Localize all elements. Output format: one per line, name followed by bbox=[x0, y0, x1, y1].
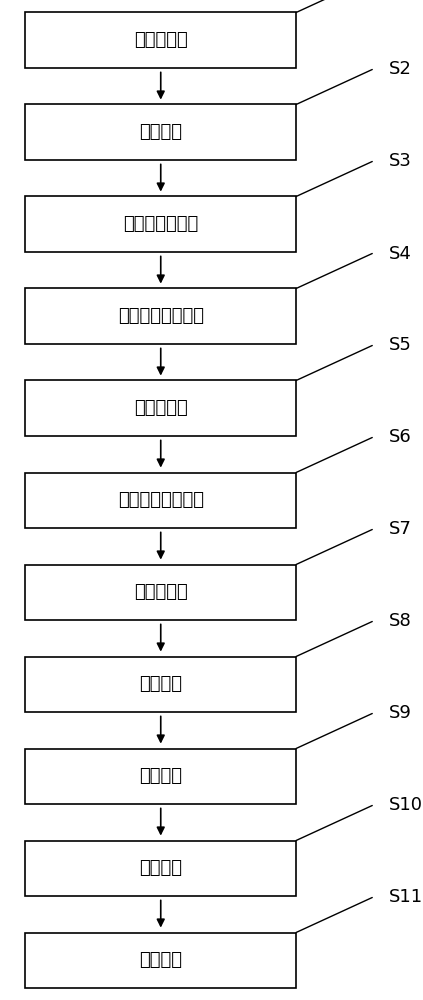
Bar bbox=[25, 473, 296, 528]
Bar bbox=[25, 656, 296, 711]
Text: S5: S5 bbox=[389, 336, 412, 355]
Bar bbox=[25, 380, 296, 436]
Text: S3: S3 bbox=[389, 152, 412, 170]
Text: 第一次振捣: 第一次振捣 bbox=[134, 399, 188, 417]
Text: 刮平处理: 刮平处理 bbox=[139, 675, 182, 693]
Text: S10: S10 bbox=[389, 796, 423, 814]
Text: 配置混凝土: 配置混凝土 bbox=[134, 31, 188, 49]
Text: 模板安装: 模板安装 bbox=[139, 123, 182, 141]
Text: 第二次摊铺混凝土: 第二次摊铺混凝土 bbox=[118, 491, 204, 509]
Text: 养护处理: 养护处理 bbox=[139, 951, 182, 969]
Text: S7: S7 bbox=[389, 520, 412, 538]
Text: 第二次振捣: 第二次振捣 bbox=[134, 583, 188, 601]
Text: 磨光处理: 磨光处理 bbox=[139, 767, 182, 785]
Text: S9: S9 bbox=[389, 704, 412, 722]
Bar bbox=[25, 288, 296, 344]
Text: S4: S4 bbox=[389, 245, 412, 263]
Bar bbox=[25, 840, 296, 896]
Text: S8: S8 bbox=[389, 612, 412, 630]
Bar bbox=[25, 104, 296, 159]
Text: S2: S2 bbox=[389, 60, 412, 79]
Text: S11: S11 bbox=[389, 888, 423, 906]
Bar bbox=[25, 748, 296, 804]
Bar bbox=[25, 12, 296, 68]
Bar bbox=[25, 196, 296, 251]
Text: 收面压光: 收面压光 bbox=[139, 859, 182, 877]
Text: 混凝土仓面湿润: 混凝土仓面湿润 bbox=[123, 215, 198, 233]
Bar bbox=[25, 564, 296, 619]
Text: 第一次摊铺混凝土: 第一次摊铺混凝土 bbox=[118, 307, 204, 325]
Bar bbox=[25, 932, 296, 987]
Text: S6: S6 bbox=[389, 428, 412, 446]
